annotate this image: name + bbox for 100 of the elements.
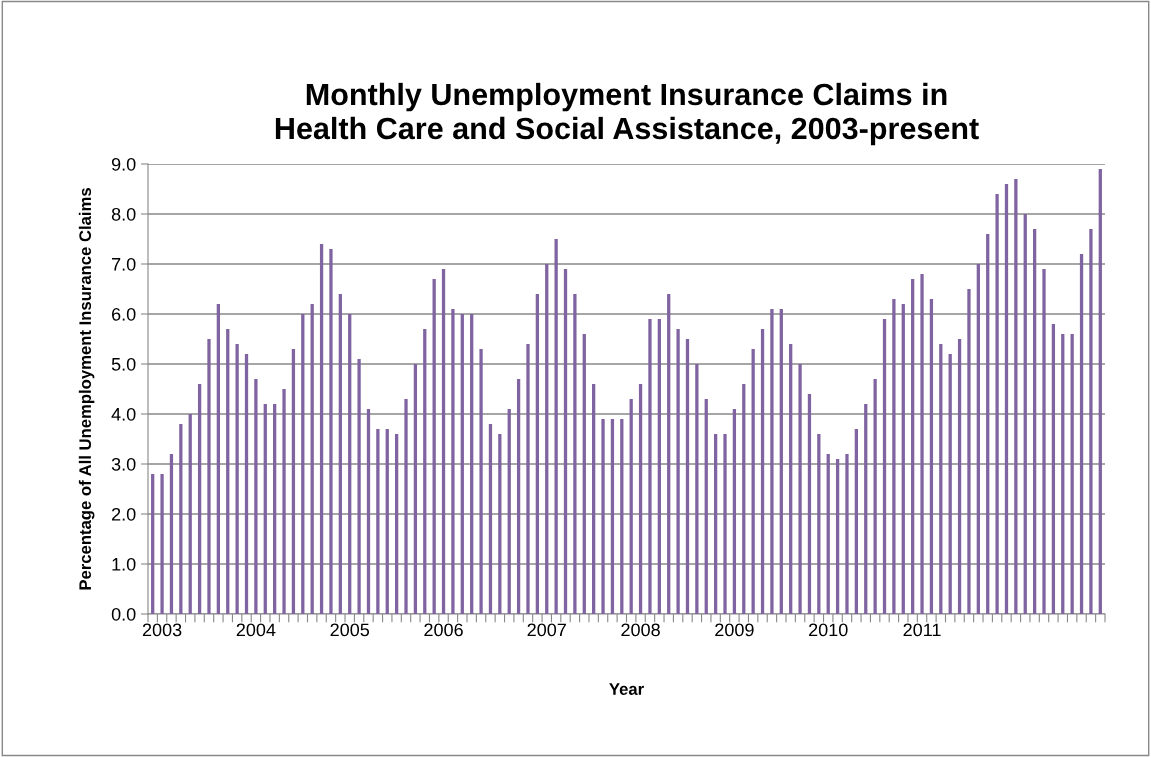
bar <box>620 419 624 614</box>
y-tick-label: 6.0 <box>112 307 136 321</box>
bar <box>779 309 783 614</box>
x-tick-label: 2004 <box>236 623 276 637</box>
bar <box>488 424 493 614</box>
bar <box>845 454 849 614</box>
bar <box>770 309 774 614</box>
bar <box>742 384 746 614</box>
bar <box>976 264 980 614</box>
x-tick-label: 2007 <box>527 623 566 637</box>
bar <box>911 279 915 614</box>
bar <box>789 344 793 614</box>
bar <box>835 459 840 614</box>
x-tick-label: 2010 <box>809 623 848 637</box>
x-tick-label: 2005 <box>330 623 370 637</box>
bar <box>892 299 896 614</box>
bar <box>357 359 361 614</box>
bar <box>817 434 821 614</box>
bar <box>451 309 455 614</box>
bar <box>1014 179 1018 614</box>
bar <box>197 384 202 614</box>
bar <box>516 379 521 614</box>
bar <box>319 244 324 614</box>
bar <box>667 294 671 614</box>
bar <box>610 419 615 614</box>
bar <box>301 314 305 614</box>
bar <box>235 344 239 614</box>
bar <box>704 399 708 614</box>
bar <box>179 424 183 614</box>
bar <box>864 404 868 614</box>
y-tick-label: 1.0 <box>112 557 136 571</box>
x-tick-label: 2008 <box>621 623 660 637</box>
bar <box>986 234 990 614</box>
bar <box>826 454 830 614</box>
bar <box>404 399 408 614</box>
bar <box>882 319 887 614</box>
bar <box>1032 229 1037 614</box>
bar <box>479 349 483 614</box>
y-tick-label: 2.0 <box>112 507 136 521</box>
bar <box>732 409 737 614</box>
x-tick-label: 2009 <box>715 623 754 637</box>
bar <box>151 474 155 614</box>
bar <box>207 339 211 614</box>
bar <box>329 249 333 614</box>
bar <box>1061 334 1065 614</box>
bar <box>648 319 652 614</box>
bar <box>244 354 249 614</box>
bar <box>948 354 952 614</box>
bar <box>957 339 962 614</box>
x-tick-label: 2003 <box>142 623 182 637</box>
bar <box>901 304 905 614</box>
bar <box>1070 334 1074 614</box>
bar <box>526 344 530 614</box>
bar <box>1051 324 1056 614</box>
bar <box>338 294 342 614</box>
bar <box>263 404 267 614</box>
bar <box>1079 254 1084 614</box>
bar <box>601 419 605 614</box>
bar <box>807 394 812 614</box>
x-tick-label: 2006 <box>424 623 463 637</box>
bar <box>535 294 540 614</box>
bar <box>423 329 427 614</box>
bar <box>169 454 174 614</box>
y-tick-label: 5.0 <box>111 357 136 371</box>
bar <box>507 409 511 614</box>
bar <box>873 379 877 614</box>
y-tick-label: 8.0 <box>111 207 136 221</box>
bar <box>929 299 934 614</box>
bar <box>629 399 633 614</box>
bar <box>348 314 352 614</box>
y-tick-label: 9.0 <box>111 157 136 171</box>
bar <box>592 384 596 614</box>
bar <box>310 304 314 614</box>
bar <box>751 349 755 614</box>
bar <box>638 384 643 614</box>
bar <box>995 194 999 614</box>
y-tick-label: 3.0 <box>111 457 136 471</box>
bar <box>282 389 286 614</box>
bar <box>291 349 296 614</box>
bar <box>760 329 765 614</box>
bar <box>920 274 924 614</box>
bar <box>713 434 718 614</box>
y-tick-label: 4.0 <box>111 407 136 421</box>
y-tick-label: 7.0 <box>112 257 136 271</box>
bar <box>1023 214 1027 614</box>
bar <box>226 329 230 614</box>
bar <box>798 364 802 614</box>
bar <box>939 344 943 614</box>
bar <box>160 474 164 614</box>
bar <box>563 269 568 614</box>
bar <box>254 379 258 614</box>
bar <box>273 404 277 614</box>
bar <box>545 264 549 614</box>
bar <box>554 239 558 614</box>
bar <box>460 314 464 614</box>
bar <box>385 429 389 614</box>
bar <box>470 314 474 614</box>
bar <box>441 269 446 614</box>
bar <box>695 364 699 614</box>
bar <box>1042 269 1046 614</box>
